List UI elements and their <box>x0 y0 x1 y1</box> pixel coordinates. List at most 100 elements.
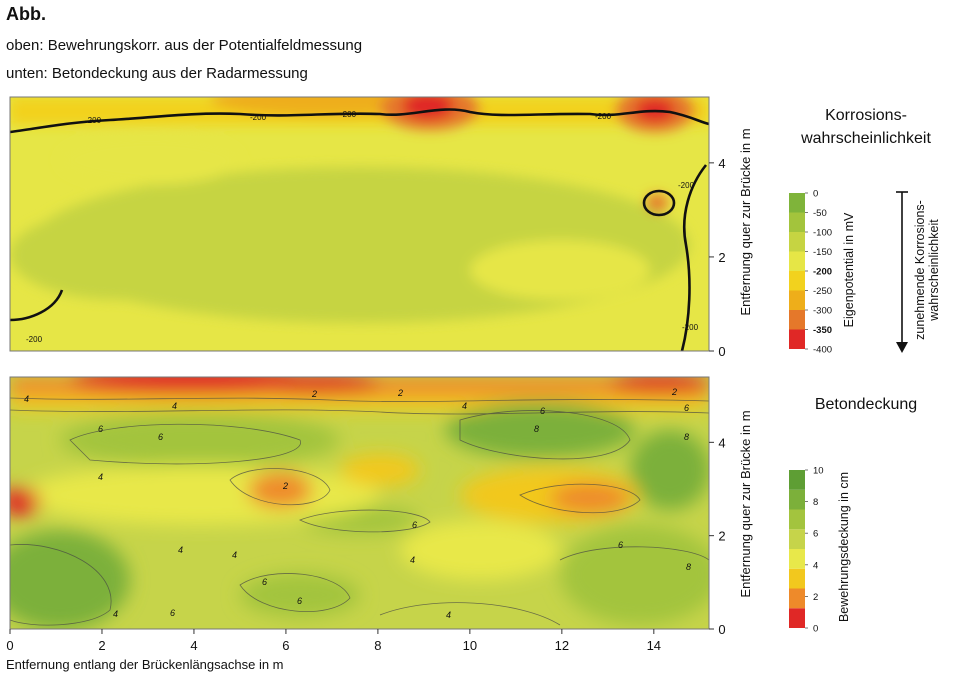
cover-label-6c: 6 <box>540 406 545 416</box>
colorbar-swatch-0 <box>789 193 805 213</box>
contour-minus200-right <box>680 164 708 351</box>
x-tick-label-2: 2 <box>98 638 105 653</box>
x-tick-label-10: 10 <box>463 638 477 653</box>
colorbar-swatch-4 <box>789 271 805 291</box>
y-tick-label-2: 2 <box>718 250 725 265</box>
colorbar-swatch-5 <box>789 509 805 530</box>
colorbar-swatch-3 <box>789 251 805 271</box>
trend-arrow-head <box>896 342 908 353</box>
cover-label-6h: 6 <box>618 540 623 550</box>
cover-y-axis: 0 2 4 <box>709 435 726 637</box>
colorbar-tick-label-4: 8 <box>813 497 818 508</box>
colorbar-swatch-7 <box>789 329 805 349</box>
x-tick-label-14: 14 <box>647 638 661 653</box>
colorbar-swatch-2 <box>789 568 805 589</box>
colorbar-swatch-1 <box>789 588 805 609</box>
cover-legend-title: Betondeckung <box>815 396 917 413</box>
caption-bottom: unten: Betondeckung aus der Radarmessung <box>6 65 308 82</box>
cover-top-red-1 <box>70 377 310 394</box>
contour-label-5: -200 <box>678 181 695 190</box>
contour-minus200-top <box>10 108 709 134</box>
potential-colorbar: 0 -50 -100 -150 -200 -250 -300 -350 -400 <box>789 189 832 356</box>
cover-zone-3-center <box>340 454 420 486</box>
cover-legend: Betondeckung 0 2 4 6 8 10 Bewehrungsdeckung i… <box>789 396 917 635</box>
cover-contour-6-middle <box>298 509 431 533</box>
cover-label-2a: 2 <box>311 389 317 399</box>
colorbar-tick-label-0: 0 <box>813 189 818 200</box>
colorbar-tick-label-5: -250 <box>813 286 832 297</box>
colorbar-swatch-2 <box>789 232 805 252</box>
colorbar-tick-label-2: 4 <box>813 560 818 571</box>
colorbar-tick-label-3: -150 <box>813 247 832 258</box>
y-tick-label-0: 0 <box>718 344 725 359</box>
x-tick-label-4: 4 <box>190 638 197 653</box>
cover-contour-lines <box>10 397 709 626</box>
figure-label: Abb. <box>6 4 46 24</box>
cover-contour-4-bottom <box>379 602 561 626</box>
cover-x-axis-label: Entfernung entlang der Brückenlängsachse… <box>6 657 284 672</box>
cover-label-4h: 4 <box>446 610 451 620</box>
cover-contour-6-bottom <box>239 573 351 612</box>
potential-hotspot-3 <box>646 194 668 212</box>
potential-y-axis-label: Entfernung quer zur Brücke in m <box>738 128 753 315</box>
colorbar-tick-label-1: -50 <box>813 208 827 219</box>
x-tick-label-6: 6 <box>282 638 289 653</box>
cover-label-6a: 6 <box>98 424 103 434</box>
cover-label-4a: 4 <box>24 394 29 404</box>
cover-zone-8-right <box>630 430 709 510</box>
cover-label-2c: 2 <box>671 387 677 397</box>
legend-title-line1: Korrosions- <box>825 107 907 124</box>
cover-zone-0-left <box>10 488 40 516</box>
potential-colorbar-label: Eigenpotential in mV <box>842 212 856 327</box>
cover-colorbar-label: Bewehrungsdeckung in cm <box>837 472 851 622</box>
cover-y-axis-label: Entfernung quer zur Brücke in m <box>738 410 753 597</box>
cover-zone-8-left <box>10 530 130 629</box>
cover-label-4g: 4 <box>410 555 415 565</box>
colorbar-swatch-3 <box>789 549 805 569</box>
cover-contour-8-upper <box>459 410 631 460</box>
colorbar-swatch-4 <box>789 529 805 549</box>
colorbar-swatch-0 <box>789 608 805 628</box>
cover-label-4e: 4 <box>178 545 183 555</box>
cover-top-red-2 <box>260 377 380 394</box>
cover-label-6b: 6 <box>158 432 163 442</box>
cover-contour-2-right <box>519 483 641 514</box>
caption-top: oben: Bewehrungskorr. aus der Potentialf… <box>6 37 363 54</box>
cover-label-6d: 6 <box>684 403 689 413</box>
cover-label-4b: 4 <box>172 401 177 411</box>
x-tick-label-12: 12 <box>555 638 569 653</box>
contour-label-6: -200 <box>682 323 699 332</box>
cover-label-8b: 8 <box>684 432 689 442</box>
colorbar-tick-label-8: -400 <box>813 345 832 356</box>
cover-contour-labels: 2 2 2 2 4 4 4 4 4 4 4 4 4 6 6 6 6 6 6 6 <box>24 387 691 620</box>
contour-label-3: -200 <box>340 110 357 119</box>
contour-label-1: -200 <box>85 116 102 125</box>
colorbar-tick-label-3: 6 <box>813 529 818 540</box>
colorbar-tick-label-4: -200 <box>813 267 832 278</box>
cover-contour-2-center <box>229 468 331 506</box>
colorbar-tick-label-2: -100 <box>813 228 832 239</box>
cover-label-2b: 2 <box>397 388 403 398</box>
contour-minus200-ring <box>642 189 676 217</box>
cover-x-axis: 0 2 4 6 8 10 12 14 <box>6 629 661 653</box>
colorbar-swatch-5 <box>789 290 805 310</box>
y-tick-label-4: 4 <box>718 435 725 450</box>
potential-zone-upper <box>60 135 240 185</box>
colorbar-swatch-6 <box>789 310 805 330</box>
cover-colorbar: 0 2 4 6 8 10 <box>789 466 824 635</box>
trend-label-line2: wahrscheinlichkeit <box>927 219 941 322</box>
colorbar-tick-label-1: 2 <box>813 592 818 603</box>
potential-zone-left <box>10 210 230 300</box>
cover-zone-6-right <box>560 525 709 625</box>
potential-y-axis: 0 2 4 <box>709 156 726 359</box>
x-tick-label-8: 8 <box>374 638 381 653</box>
colorbar-swatch-6 <box>789 489 805 510</box>
cover-zone-2-center <box>248 472 312 508</box>
colorbar-tick-label-5: 10 <box>813 466 824 477</box>
contour-minus200-left <box>10 289 64 322</box>
cover-label-2d: 2 <box>282 481 288 491</box>
cover-zone-6-left <box>60 412 340 468</box>
colorbar-tick-label-6: -300 <box>813 306 832 317</box>
cover-label-4f: 4 <box>232 550 237 560</box>
